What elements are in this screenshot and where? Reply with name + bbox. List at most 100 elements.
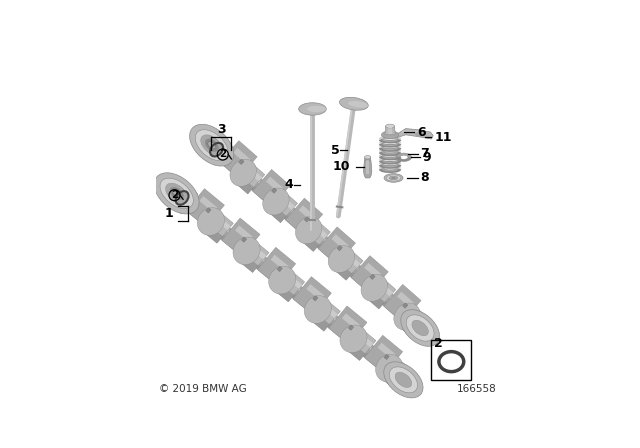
- Polygon shape: [215, 216, 231, 230]
- Polygon shape: [332, 234, 349, 250]
- Polygon shape: [396, 153, 412, 157]
- Polygon shape: [293, 277, 332, 315]
- Polygon shape: [334, 250, 363, 280]
- Polygon shape: [271, 255, 289, 271]
- Polygon shape: [346, 254, 360, 267]
- Polygon shape: [195, 204, 389, 364]
- Polygon shape: [307, 284, 324, 301]
- Polygon shape: [382, 359, 412, 390]
- Polygon shape: [247, 167, 262, 181]
- Polygon shape: [240, 242, 269, 272]
- Ellipse shape: [415, 133, 423, 136]
- Polygon shape: [199, 196, 218, 212]
- Polygon shape: [351, 256, 388, 293]
- Polygon shape: [236, 177, 253, 194]
- Polygon shape: [204, 226, 223, 243]
- Polygon shape: [241, 237, 246, 242]
- Polygon shape: [397, 129, 433, 139]
- Polygon shape: [378, 282, 394, 296]
- Polygon shape: [179, 193, 402, 380]
- Ellipse shape: [395, 372, 412, 388]
- Polygon shape: [269, 193, 298, 223]
- Ellipse shape: [384, 174, 403, 182]
- Polygon shape: [364, 335, 403, 374]
- Polygon shape: [348, 325, 354, 330]
- Polygon shape: [312, 224, 328, 239]
- Text: 1: 1: [165, 207, 173, 220]
- Text: 4: 4: [284, 178, 292, 191]
- Polygon shape: [168, 183, 198, 214]
- Polygon shape: [220, 141, 257, 178]
- Ellipse shape: [233, 237, 260, 265]
- Polygon shape: [378, 343, 396, 359]
- Ellipse shape: [195, 130, 228, 161]
- Ellipse shape: [201, 135, 223, 155]
- Ellipse shape: [230, 159, 257, 186]
- Text: 7: 7: [420, 147, 429, 160]
- Ellipse shape: [386, 124, 395, 128]
- Polygon shape: [204, 148, 221, 165]
- Ellipse shape: [160, 178, 193, 209]
- Polygon shape: [400, 308, 429, 338]
- Text: 11: 11: [435, 131, 452, 144]
- Ellipse shape: [389, 176, 398, 180]
- Ellipse shape: [381, 131, 399, 138]
- Ellipse shape: [339, 97, 368, 110]
- Text: 2: 2: [219, 150, 227, 159]
- Polygon shape: [403, 303, 408, 308]
- Polygon shape: [402, 131, 428, 134]
- Polygon shape: [212, 145, 419, 328]
- Ellipse shape: [304, 296, 332, 323]
- Ellipse shape: [166, 183, 188, 203]
- Ellipse shape: [170, 187, 184, 199]
- Bar: [366, 159, 369, 174]
- Polygon shape: [280, 196, 295, 210]
- Polygon shape: [301, 234, 319, 251]
- Ellipse shape: [154, 173, 199, 214]
- Polygon shape: [233, 148, 250, 164]
- Ellipse shape: [197, 208, 225, 235]
- Polygon shape: [299, 205, 316, 221]
- Polygon shape: [396, 157, 412, 161]
- Bar: [388, 127, 392, 134]
- Ellipse shape: [263, 188, 289, 215]
- Bar: [431, 340, 471, 380]
- Polygon shape: [337, 246, 342, 251]
- Polygon shape: [204, 213, 234, 243]
- Polygon shape: [364, 263, 381, 279]
- Ellipse shape: [189, 124, 234, 166]
- Text: 3: 3: [217, 123, 225, 136]
- Ellipse shape: [299, 103, 326, 115]
- Ellipse shape: [296, 217, 322, 244]
- Ellipse shape: [412, 320, 428, 336]
- Polygon shape: [257, 247, 296, 286]
- Ellipse shape: [365, 155, 371, 159]
- Polygon shape: [222, 218, 260, 257]
- Polygon shape: [235, 225, 253, 242]
- Polygon shape: [240, 255, 259, 272]
- Ellipse shape: [361, 274, 387, 301]
- Polygon shape: [285, 198, 323, 236]
- Polygon shape: [411, 311, 426, 325]
- Text: 9: 9: [423, 151, 431, 164]
- Ellipse shape: [394, 303, 420, 330]
- Ellipse shape: [392, 177, 396, 179]
- Polygon shape: [206, 207, 211, 213]
- Text: 6: 6: [417, 126, 426, 139]
- Ellipse shape: [208, 142, 216, 149]
- Polygon shape: [301, 222, 330, 251]
- Polygon shape: [334, 263, 352, 280]
- Polygon shape: [275, 271, 305, 302]
- Polygon shape: [311, 314, 330, 331]
- Polygon shape: [236, 164, 265, 194]
- Ellipse shape: [406, 315, 434, 341]
- Polygon shape: [397, 292, 414, 308]
- Ellipse shape: [269, 266, 296, 294]
- Polygon shape: [269, 206, 287, 223]
- Text: 5: 5: [330, 144, 339, 157]
- Polygon shape: [370, 274, 375, 280]
- Polygon shape: [214, 138, 230, 153]
- Ellipse shape: [205, 139, 218, 151]
- Text: 8: 8: [420, 172, 429, 185]
- Ellipse shape: [401, 310, 440, 346]
